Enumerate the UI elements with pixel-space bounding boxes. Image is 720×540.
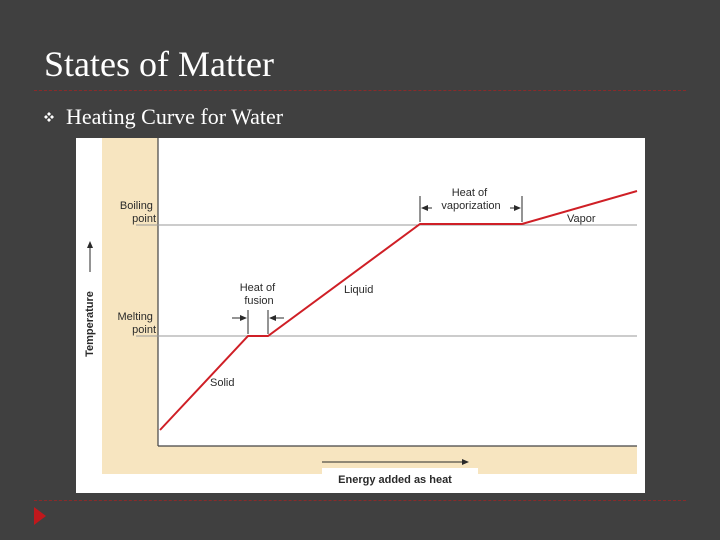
melting-point-label: Melting point xyxy=(117,311,156,336)
bullet-text: Heating Curve for Water xyxy=(66,104,284,129)
phase-label-vapor: Vapor xyxy=(567,213,596,225)
heating-curve-line xyxy=(159,190,638,431)
boiling-point-label: Boiling point xyxy=(120,200,156,225)
title-divider xyxy=(34,90,686,91)
slide-title: States of Matter xyxy=(44,44,274,84)
triangle-next-icon[interactable] xyxy=(34,507,46,525)
footer-divider xyxy=(34,500,686,501)
x-axis-label: Energy added as heat xyxy=(338,474,452,486)
left-panel-band xyxy=(102,138,158,474)
phase-label-solid: Solid xyxy=(210,377,234,389)
plot-area xyxy=(158,138,637,446)
heating-curve-figure: Temperature Boiling point Melting point … xyxy=(76,138,645,493)
heat-of-vaporization-label: Heat of vaporization xyxy=(441,187,500,212)
heat-of-fusion-label: Heat of fusion xyxy=(240,282,279,307)
x-axis-label-box xyxy=(322,468,478,489)
quad-diamond-bullet-icon xyxy=(44,112,54,122)
y-axis-label: Temperature xyxy=(84,291,96,357)
phase-label-liquid: Liquid xyxy=(344,284,373,296)
